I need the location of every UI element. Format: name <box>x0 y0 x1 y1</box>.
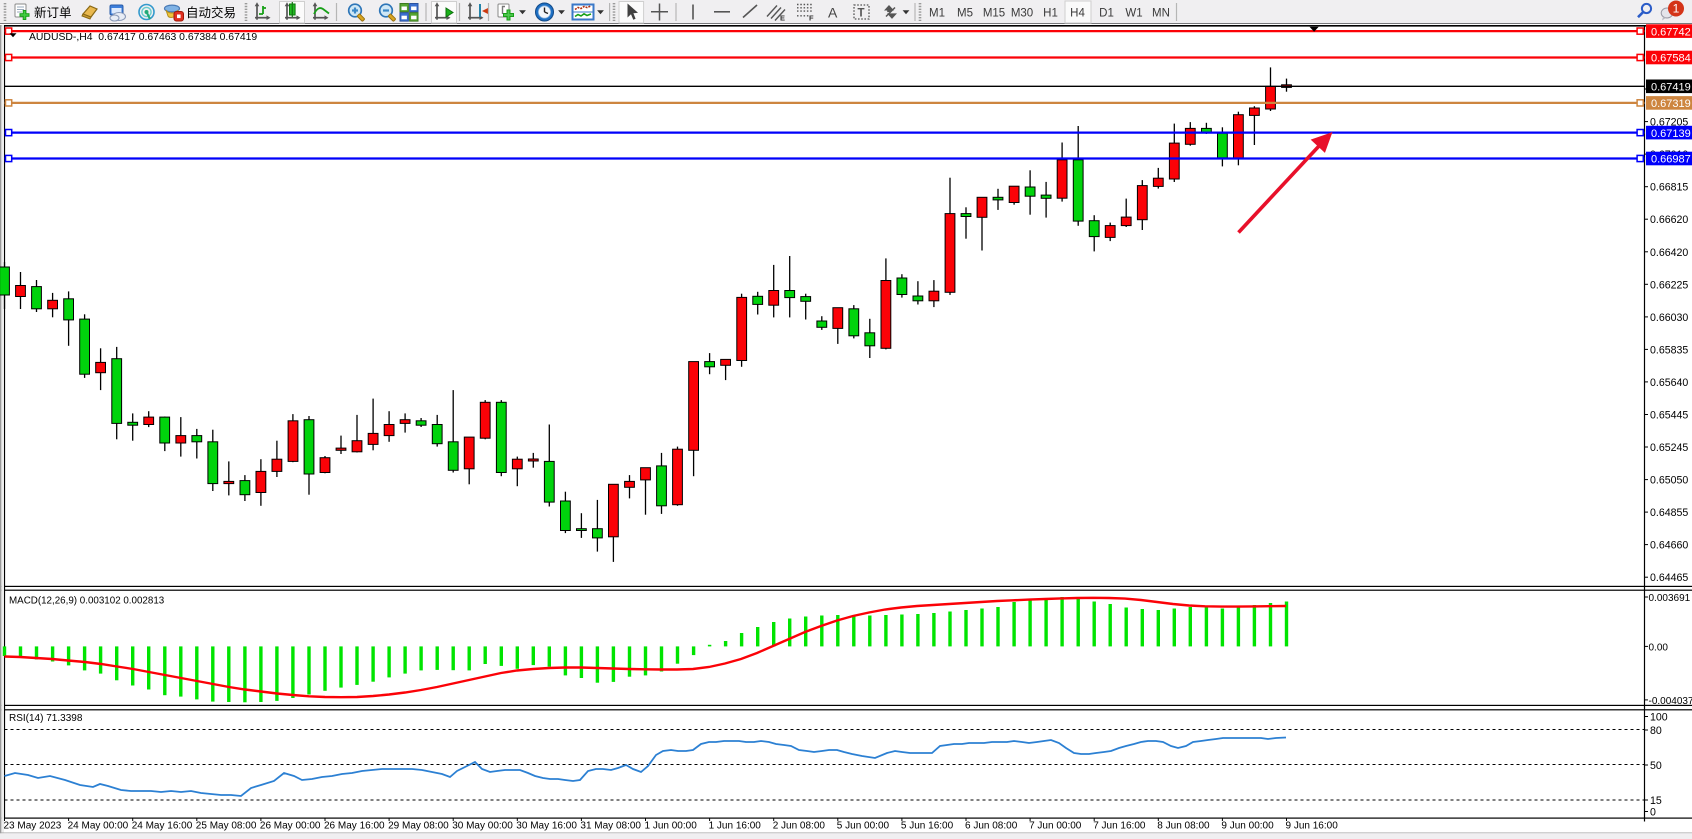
svg-text:23 May 2023: 23 May 2023 <box>4 821 62 832</box>
svg-text:8 Jun 08:00: 8 Jun 08:00 <box>1157 821 1210 832</box>
svg-text:0.66420: 0.66420 <box>1650 247 1688 259</box>
svg-text:M1: M1 <box>929 7 945 19</box>
svg-text:-0.004037: -0.004037 <box>1649 696 1692 707</box>
svg-text:9 Jun 00:00: 9 Jun 00:00 <box>1221 821 1274 832</box>
svg-text:F: F <box>809 14 814 23</box>
svg-text:31 May 08:00: 31 May 08:00 <box>580 821 641 832</box>
svg-text:80: 80 <box>1650 725 1662 737</box>
svg-text:M30: M30 <box>1011 7 1033 19</box>
svg-text:0.66815: 0.66815 <box>1650 182 1688 194</box>
svg-text:1: 1 <box>1673 2 1680 16</box>
svg-text:0.00: 0.00 <box>1649 642 1669 653</box>
svg-text:1 Jun 16:00: 1 Jun 16:00 <box>709 821 762 832</box>
svg-text:29 May 08:00: 29 May 08:00 <box>388 821 449 832</box>
svg-text:D1: D1 <box>1099 7 1114 19</box>
svg-text:0.65245: 0.65245 <box>1650 442 1688 454</box>
svg-text:0.67139: 0.67139 <box>1651 128 1691 140</box>
svg-text:H1: H1 <box>1043 7 1058 19</box>
svg-text:1 Jun 00:00: 1 Jun 00:00 <box>645 821 698 832</box>
svg-text:5 Jun 00:00: 5 Jun 00:00 <box>837 821 890 832</box>
svg-text:30 May 16:00: 30 May 16:00 <box>516 821 577 832</box>
svg-text:0.66620: 0.66620 <box>1650 214 1688 226</box>
svg-text:0.65835: 0.65835 <box>1650 344 1688 356</box>
svg-text:AUDUSD-,H4 0.67417 0.67463 0.: AUDUSD-,H4 0.67417 0.67463 0.67384 0.674… <box>29 32 257 43</box>
svg-text:26 May 16:00: 26 May 16:00 <box>324 821 385 832</box>
svg-text:M5: M5 <box>957 7 973 19</box>
svg-text:RSI(14) 71.3398: RSI(14) 71.3398 <box>9 713 83 724</box>
svg-text:新订单: 新订单 <box>34 5 72 20</box>
svg-text:9 Jun 16:00: 9 Jun 16:00 <box>1286 821 1339 832</box>
svg-text:0.65640: 0.65640 <box>1650 377 1688 389</box>
svg-text:E: E <box>780 14 785 23</box>
svg-text:0.66987: 0.66987 <box>1651 154 1691 166</box>
svg-text:24 May 16:00: 24 May 16:00 <box>132 821 193 832</box>
svg-text:6 Jun 08:00: 6 Jun 08:00 <box>965 821 1018 832</box>
svg-text:0: 0 <box>1650 807 1656 819</box>
svg-text:15: 15 <box>1650 795 1662 807</box>
svg-text:MACD(12,26,9) 0.003102 0.00281: MACD(12,26,9) 0.003102 0.002813 <box>9 596 165 607</box>
svg-text:MN: MN <box>1152 7 1170 19</box>
svg-text:5 Jun 16:00: 5 Jun 16:00 <box>901 821 954 832</box>
svg-text:0.65050: 0.65050 <box>1650 475 1688 487</box>
svg-text:30 May 00:00: 30 May 00:00 <box>452 821 513 832</box>
svg-text:24 May 00:00: 24 May 00:00 <box>68 821 129 832</box>
svg-text:T: T <box>858 8 865 20</box>
svg-text:7 Jun 00:00: 7 Jun 00:00 <box>1029 821 1082 832</box>
svg-text:W1: W1 <box>1125 7 1142 19</box>
svg-text:0.67584: 0.67584 <box>1651 53 1691 65</box>
svg-text:0.67205: 0.67205 <box>1650 117 1688 129</box>
svg-text:0.64465: 0.64465 <box>1650 572 1688 584</box>
svg-text:2 Jun 08:00: 2 Jun 08:00 <box>773 821 826 832</box>
svg-text:0.67319: 0.67319 <box>1651 98 1691 110</box>
svg-text:0.64660: 0.64660 <box>1650 540 1688 552</box>
svg-text:0.65445: 0.65445 <box>1650 410 1688 422</box>
svg-text:自动交易: 自动交易 <box>186 5 236 20</box>
svg-text:M15: M15 <box>983 7 1005 19</box>
svg-text:A: A <box>828 5 838 21</box>
svg-text:50: 50 <box>1650 760 1662 772</box>
svg-text:0.003691: 0.003691 <box>1649 593 1691 604</box>
svg-text:H4: H4 <box>1070 7 1085 19</box>
svg-text:0.67419: 0.67419 <box>1651 82 1691 94</box>
svg-text:100: 100 <box>1650 712 1668 724</box>
svg-text:0.66030: 0.66030 <box>1650 312 1688 324</box>
svg-text:26 May 00:00: 26 May 00:00 <box>260 821 321 832</box>
svg-text:0.67742: 0.67742 <box>1651 26 1691 38</box>
svg-text:0.64855: 0.64855 <box>1650 507 1688 519</box>
svg-text:25 May 08:00: 25 May 08:00 <box>196 821 257 832</box>
svg-text:0.66225: 0.66225 <box>1650 279 1688 291</box>
svg-text:7 Jun 16:00: 7 Jun 16:00 <box>1093 821 1146 832</box>
